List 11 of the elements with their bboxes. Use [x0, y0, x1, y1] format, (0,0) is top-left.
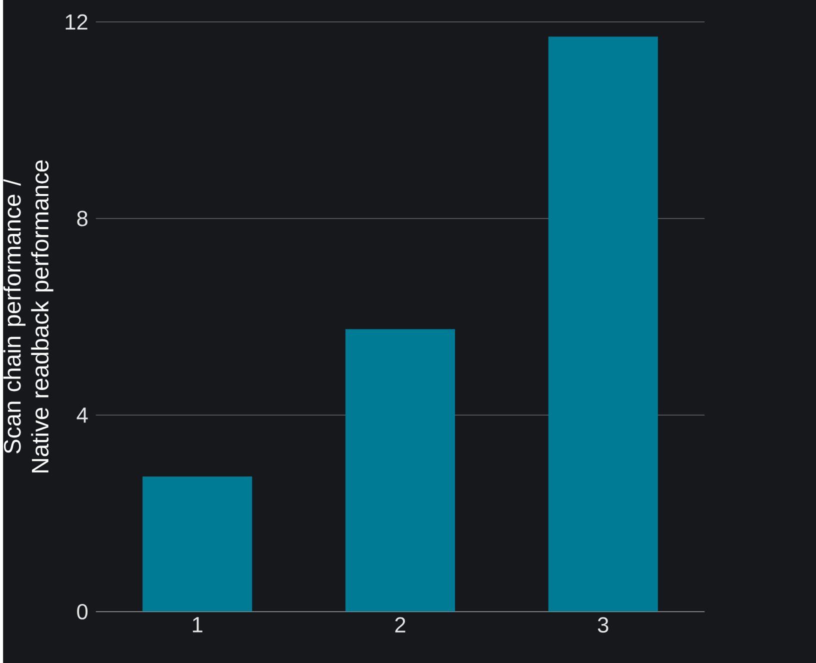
bar — [548, 36, 658, 612]
bar — [345, 328, 456, 612]
bar — [142, 476, 252, 612]
y-axis-title: Scan chain performance / Native readback performance — [3, 160, 54, 472]
y-tick-label: 12 — [66, 14, 88, 30]
x-tick-label: 3 — [598, 616, 608, 632]
x-tick-label: 1 — [192, 616, 202, 632]
y-tick-label: 0 — [77, 604, 88, 620]
y-tick-label: 8 — [77, 210, 88, 226]
x-tick-label: 2 — [395, 616, 406, 632]
y-tick-label: 4 — [76, 407, 88, 422]
